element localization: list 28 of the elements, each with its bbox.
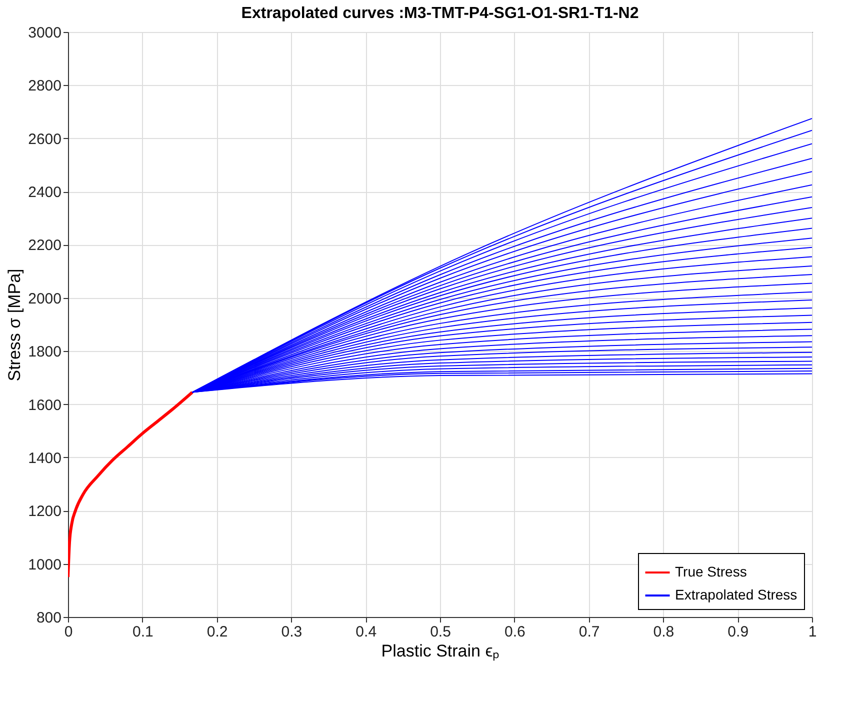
y-tick-label: 2600 (28, 130, 62, 148)
x-tick-label: 0.8 (653, 624, 674, 640)
y-tick-label: 800 (36, 610, 62, 626)
x-tick-label: 0.4 (356, 624, 377, 640)
y-tick-label: 1800 (28, 344, 62, 361)
x-axis-title: Plastic Strain ϵₚ (381, 642, 500, 662)
y-tick-label: 3000 (28, 24, 62, 42)
chart-title: Extrapolated curves :M3-TMT-P4-SG1-O1-SR1-T1-N2 (241, 5, 639, 22)
x-tick-label: 0 (64, 624, 73, 640)
x-tick-label: 0.7 (578, 624, 600, 640)
x-tick-label: 0.5 (430, 624, 451, 640)
y-tick-label: 2400 (28, 184, 62, 202)
y-tick-label: 1600 (28, 396, 62, 414)
legend-label: True Stress (675, 564, 747, 580)
x-tick-label: 0.3 (281, 624, 302, 640)
x-tick-label: 1 (808, 624, 817, 640)
y-tick-label: 1400 (28, 450, 62, 467)
y-tick-label: 1200 (28, 503, 62, 520)
x-tick-label: 0.9 (728, 624, 749, 640)
x-tick-label: 0.6 (504, 624, 526, 640)
x-tick-label: 0.1 (132, 624, 154, 640)
legend-label: Extrapolated Stress (675, 586, 798, 602)
y-tick-label: 2200 (28, 237, 62, 254)
y-axis-title: Stress σ [MPa] (5, 268, 24, 382)
x-tick-label: 0.2 (206, 624, 228, 640)
y-tick-label: 2000 (28, 290, 62, 308)
y-tick-label: 2800 (28, 78, 62, 95)
y-tick-label: 1000 (28, 556, 62, 574)
